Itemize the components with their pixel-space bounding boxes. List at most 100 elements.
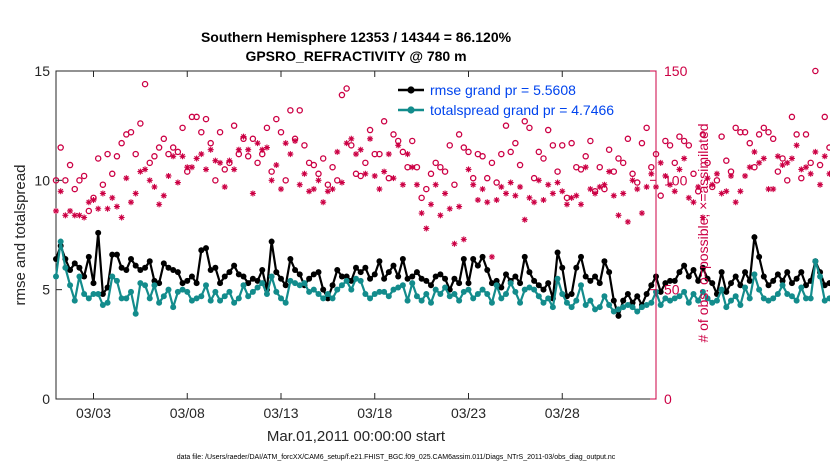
totalspread-point [592,306,599,313]
rmse-point [99,291,106,298]
rmse-point [606,269,613,276]
rmse-point [442,275,449,282]
possible-obs-point [104,150,111,158]
y-axis-label-left: rmse and totalspread [12,165,29,306]
possible-obs-point [774,168,782,175]
legend: rmse grand pr = 5.5608 totalspread grand… [398,82,614,118]
assimilated-obs-point [329,186,336,193]
totalspread-point [278,295,284,302]
assimilated-obs-point [217,159,224,166]
totalspread-point [498,295,505,302]
assimilated-obs-point [226,157,233,164]
assimilated-obs-point [798,166,805,173]
possible-obs-point [324,181,332,188]
possible-obs-point [638,139,646,147]
y-tick-label-left: 10 [34,172,50,188]
rmse-point [198,247,205,254]
assimilated-obs-point [362,170,369,177]
possible-obs-point [310,161,318,169]
totalspread-point [320,295,327,302]
possible-obs-point [113,153,121,160]
possible-obs-point [141,80,149,88]
possible-obs-point [62,177,69,184]
totalspread-point [146,295,153,302]
x-tick-label: 03/23 [451,405,486,421]
assimilated-obs-point [221,183,228,190]
rmse-point [259,266,266,273]
totalspread-point [174,288,181,295]
assimilated-obs-point [263,144,270,151]
assimilated-obs-point [395,142,402,149]
totalspread-point [137,280,144,287]
assimilated-obs-point [137,168,144,175]
assimilated-obs-point [320,199,327,206]
totalspread-point [648,299,655,306]
totalspread-point [554,275,561,282]
assimilated-obs-point [531,199,538,206]
assimilated-obs-point [371,172,378,179]
possible-obs-point [151,153,158,160]
totalspread-point [629,304,636,311]
possible-obs-point [362,159,369,167]
totalspread-point [67,282,74,289]
rmse-point [146,258,153,265]
totalspread-point [123,295,130,302]
rmse-point [624,291,631,298]
totalspread-point [521,286,528,293]
assimilated-obs-point [713,170,720,177]
possible-obs-point [109,170,116,178]
totalspread-point [460,288,467,295]
rmse-point [667,277,674,284]
totalspread-point [559,291,566,298]
totalspread-point [90,291,97,298]
totalspread-point [245,293,252,300]
rmse-point [404,275,411,282]
totalspread-point [756,286,763,293]
rmse-point [615,312,622,319]
possible-obs-point [723,157,730,164]
assimilated-obs-point [423,225,430,232]
possible-obs-point [216,128,224,136]
totalspread-point [170,304,177,311]
plot-area [55,70,657,400]
assimilated-obs-point [676,166,683,173]
assimilated-obs-point [287,151,294,158]
rmse-point [123,266,130,273]
assimilated-obs-point [760,155,767,162]
assimilated-obs-point [629,177,636,184]
totalspread-point [62,264,69,271]
rmse-point [803,282,809,289]
rmse-point [784,269,791,276]
totalspread-point [437,291,444,298]
rmse-point [568,291,575,298]
possible-obs-point [160,135,168,143]
rmse-point [690,266,697,273]
possible-obs-point [798,174,805,182]
possible-obs-point [629,170,636,178]
possible-obs-point [263,124,271,132]
assimilated-obs-point [526,194,533,201]
totalspread-point [807,295,814,302]
rmse-point [296,271,303,278]
totalspread-point [179,286,186,293]
rmse-point [109,251,116,258]
possible-obs-point [66,161,74,169]
assimilated-obs-point [53,207,59,214]
x-tick-label: 03/13 [263,405,298,421]
possible-obs-point [732,124,739,132]
possible-obs-point [446,142,453,149]
possible-obs-point [493,179,500,186]
rmse-point [728,280,734,287]
rmse-point [395,273,402,280]
rmse-point [418,275,425,282]
possible-obs-point [704,159,711,167]
rmse-point [188,273,195,280]
rmse-point [610,297,617,304]
rmse-point [451,275,458,282]
rmse-point [770,277,777,284]
assimilated-obs-point [470,181,477,188]
assimilated-obs-point [728,172,734,179]
possible-obs-point [57,144,64,151]
possible-obs-point [99,181,107,188]
totalspread-point [254,284,261,291]
